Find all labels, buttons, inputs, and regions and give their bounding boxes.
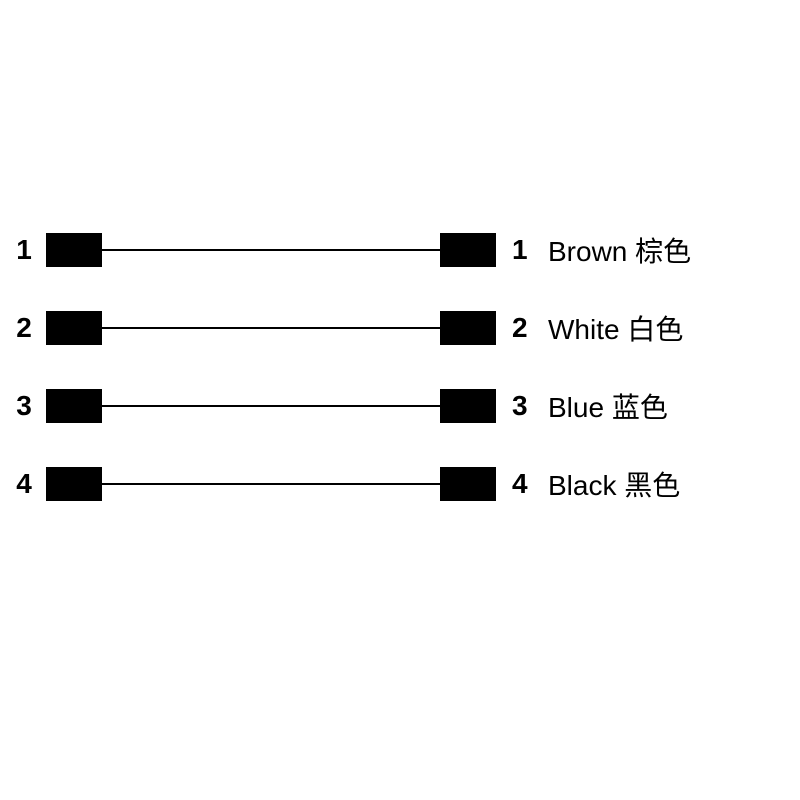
color-zh: 白色: [627, 314, 683, 345]
wire-color-label: Black 黑色: [548, 464, 680, 504]
wire-line: [102, 483, 440, 485]
wire-color-label: Brown 棕色: [548, 230, 691, 270]
right-terminal-block: [440, 389, 496, 423]
left-pin-number: 3: [12, 390, 36, 422]
wire-line: [102, 327, 440, 329]
color-en: Blue: [548, 392, 604, 423]
right-terminal-block: [440, 233, 496, 267]
left-terminal-block: [46, 467, 102, 501]
left-terminal-block: [46, 233, 102, 267]
right-pin-number: 1: [512, 234, 536, 266]
right-pin-number: 4: [512, 468, 536, 500]
wire-line: [102, 405, 440, 407]
left-pin-number: 2: [12, 312, 36, 344]
right-pin-number: 2: [512, 312, 536, 344]
wire-line: [102, 249, 440, 251]
wire-row-1: 1 1 Brown 棕色: [0, 230, 800, 270]
color-zh: 黑色: [624, 470, 680, 501]
wire-row-3: 3 3 Blue 蓝色: [0, 386, 800, 426]
left-terminal-block: [46, 311, 102, 345]
left-pin-number: 1: [12, 234, 36, 266]
color-en: White: [548, 314, 620, 345]
right-pin-number: 3: [512, 390, 536, 422]
wire-row-2: 2 2 White 白色: [0, 308, 800, 348]
left-terminal-block: [46, 389, 102, 423]
color-en: Brown: [548, 236, 627, 267]
left-pin-number: 4: [12, 468, 36, 500]
color-zh: 蓝色: [612, 392, 668, 423]
wire-color-label: Blue 蓝色: [548, 386, 668, 426]
right-terminal-block: [440, 467, 496, 501]
wire-row-4: 4 4 Black 黑色: [0, 464, 800, 504]
color-zh: 棕色: [635, 236, 691, 267]
color-en: Black: [548, 470, 616, 501]
right-terminal-block: [440, 311, 496, 345]
wire-color-label: White 白色: [548, 308, 683, 348]
